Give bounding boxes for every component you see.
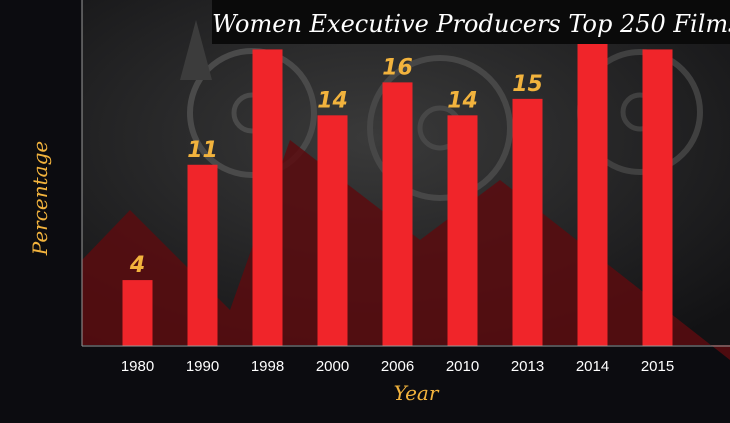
bar-2006 <box>382 82 413 346</box>
bar-1998 <box>252 49 283 347</box>
x-tick-2010: 2010 <box>446 358 479 375</box>
bar-2010 <box>447 115 478 346</box>
bar-1980 <box>122 280 153 346</box>
data-label-2000: 14 <box>317 88 348 113</box>
x-tick-2015: 2015 <box>641 358 674 375</box>
bar-series <box>122 32 673 347</box>
data-label-2010: 14 <box>447 88 478 113</box>
x-tick-1980: 1980 <box>121 358 154 375</box>
x-tick-2000: 2000 <box>316 358 349 375</box>
x-tick-labels: 1980 1990 1998 2000 2006 2010 2013 2014 2015 <box>121 358 674 375</box>
x-tick-2014: 2014 <box>576 358 609 375</box>
chart-title: Women Executive Producers Top 250 Films <box>212 10 730 38</box>
x-tick-2013: 2013 <box>511 358 544 375</box>
bar-2015 <box>642 49 673 347</box>
title-band <box>212 0 730 44</box>
x-tick-2006: 2006 <box>381 358 414 375</box>
data-label-2006: 16 <box>382 55 413 80</box>
x-tick-1998: 1998 <box>251 358 284 375</box>
y-axis-label: Percentage <box>28 140 52 256</box>
bar-2013 <box>512 98 543 346</box>
x-tick-1990: 1990 <box>186 358 219 375</box>
bar-2014 <box>577 32 608 346</box>
data-label-2013: 15 <box>512 72 543 97</box>
data-label-1990: 11 <box>187 138 218 163</box>
data-label-1980: 4 <box>129 253 145 278</box>
bar-2000 <box>317 115 348 346</box>
bar-1990 <box>187 164 218 346</box>
x-axis-label: Year <box>393 381 439 405</box>
